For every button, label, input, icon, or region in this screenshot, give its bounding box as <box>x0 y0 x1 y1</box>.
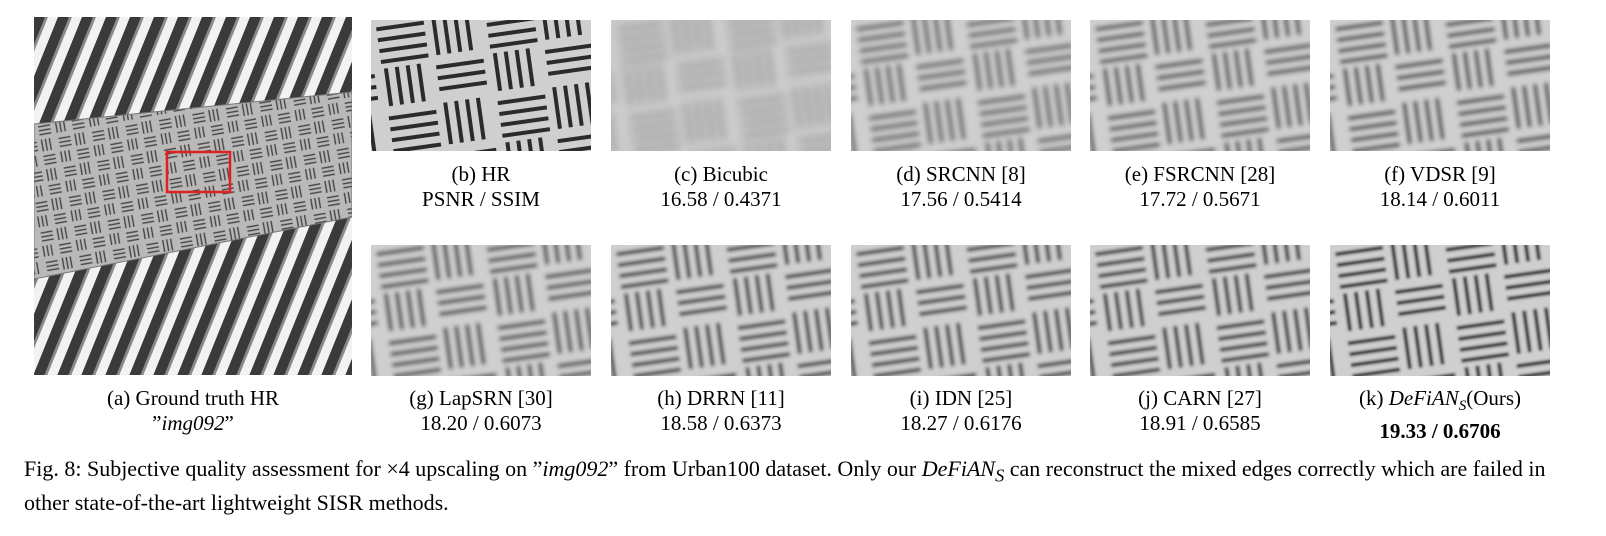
caption-j-label: (j) CARN [27] <box>1138 386 1262 410</box>
caption-f-metrics: 18.14 / 0.6011 <box>1379 187 1501 211</box>
highlight-box <box>165 150 232 194</box>
caption-b-metrics: PSNR / SSIM <box>422 187 540 211</box>
panel-b-texture <box>371 20 591 151</box>
caption-k-metrics: 19.33 / 0.6706 <box>1379 419 1501 444</box>
panel-h-texture <box>611 245 831 376</box>
panel-d-image <box>851 20 1071 151</box>
caption-d-metrics: 17.56 / 0.5414 <box>900 187 1022 211</box>
image-name: img092 <box>161 411 225 435</box>
quote-close: ” <box>224 411 234 435</box>
caption-d-label: (d) SRCNN [8] <box>896 162 1026 186</box>
caption-a-sub: ”img092” <box>34 411 352 436</box>
panel-i-texture <box>851 245 1071 376</box>
panel-h-image <box>611 245 831 376</box>
figure-caption-method: DeFiANS <box>921 456 1005 485</box>
caption-c-metrics: 16.58 / 0.4371 <box>660 187 782 211</box>
caption-i-label: (i) IDN [25] <box>909 386 1013 410</box>
panel-i-image <box>851 245 1071 376</box>
caption-k: (k) DeFiANS(Ours) 19.33 / 0.6706 <box>1310 386 1570 444</box>
caption-i: (i) IDN [25] 18.27 / 0.6176 <box>831 386 1091 436</box>
caption-g: (g) LapSRN [30] 18.20 / 0.6073 <box>351 386 611 436</box>
caption-g-metrics: 18.20 / 0.6073 <box>420 411 542 435</box>
figure-caption-part3: can reconstruct the mixed edges correctl… <box>24 456 1546 516</box>
caption-e: (e) FSRCNN [28] 17.72 / 0.5671 <box>1070 162 1330 212</box>
panel-g-image <box>371 245 591 376</box>
caption-a: (a) Ground truth HR ”img092” <box>34 386 352 436</box>
figure-caption-method-name: DeFiAN <box>921 456 996 481</box>
panel-k-texture <box>1330 245 1550 376</box>
panel-e-texture <box>1090 20 1310 151</box>
caption-j-metrics: 18.91 / 0.6585 <box>1139 411 1261 435</box>
caption-c: (c) Bicubic 16.58 / 0.4371 <box>591 162 851 212</box>
caption-d: (d) SRCNN [8] 17.56 / 0.5414 <box>831 162 1091 212</box>
figure-caption-method-subscript: S <box>995 465 1005 486</box>
panel-d-texture <box>851 20 1071 151</box>
panel-e-image <box>1090 20 1310 151</box>
caption-f-label: (f) VDSR [9] <box>1384 162 1496 186</box>
caption-h-label: (h) DRRN [11] <box>657 386 785 410</box>
caption-a-label: (a) Ground truth HR <box>106 386 280 410</box>
caption-c-label: (c) Bicubic <box>674 162 768 186</box>
panel-j-texture <box>1090 245 1310 376</box>
panel-b-image <box>371 20 591 151</box>
caption-label-suffix: (Ours) <box>1466 386 1522 410</box>
panel-f-texture <box>1330 20 1550 151</box>
figure-caption: Fig. 8: Subjective quality assessment fo… <box>24 455 1584 517</box>
ground-truth-illustration <box>34 17 352 375</box>
caption-label-prefix: (k) <box>1358 386 1389 410</box>
caption-method-name: DeFiAN <box>1388 386 1459 410</box>
caption-j: (j) CARN [27] 18.91 / 0.6585 <box>1070 386 1330 436</box>
caption-k-label: (k) DeFiANS(Ours) <box>1310 386 1570 419</box>
caption-b: (b) HR PSNR / SSIM <box>351 162 611 212</box>
caption-method-subscript: S <box>1458 398 1467 415</box>
caption-i-metrics: 18.27 / 0.6176 <box>900 411 1022 435</box>
caption-b-label: (b) HR <box>451 162 511 186</box>
panel-k-image <box>1330 245 1550 376</box>
figure-caption-part2: ” from Urban100 dataset. Only our <box>608 456 922 481</box>
caption-e-label: (e) FSRCNN [28] <box>1124 162 1276 186</box>
panel-j-image <box>1090 245 1310 376</box>
ground-truth-image <box>34 17 352 375</box>
figure-caption-part1: Fig. 8: Subjective quality assessment fo… <box>24 456 543 481</box>
panel-c-texture <box>611 20 831 151</box>
panel-c-image <box>611 20 831 151</box>
figure-caption-italic1: img092 <box>542 456 609 481</box>
caption-f: (f) VDSR [9] 18.14 / 0.6011 <box>1310 162 1570 212</box>
panel-g-texture <box>371 245 591 376</box>
caption-e-metrics: 17.72 / 0.5671 <box>1139 187 1261 211</box>
caption-h: (h) DRRN [11] 18.58 / 0.6373 <box>591 386 851 436</box>
quote-open: ” <box>152 411 162 435</box>
panel-f-image <box>1330 20 1550 151</box>
caption-h-metrics: 18.58 / 0.6373 <box>660 411 782 435</box>
caption-g-label: (g) LapSRN [30] <box>409 386 553 410</box>
